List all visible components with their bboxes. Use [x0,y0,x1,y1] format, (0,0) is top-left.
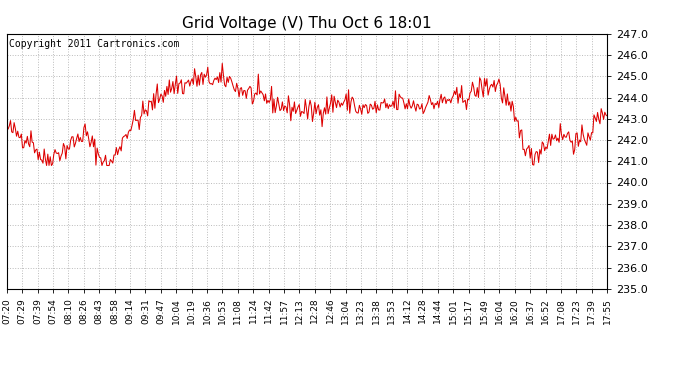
Text: Copyright 2011 Cartronics.com: Copyright 2011 Cartronics.com [9,39,179,49]
Title: Grid Voltage (V) Thu Oct 6 18:01: Grid Voltage (V) Thu Oct 6 18:01 [182,16,432,31]
